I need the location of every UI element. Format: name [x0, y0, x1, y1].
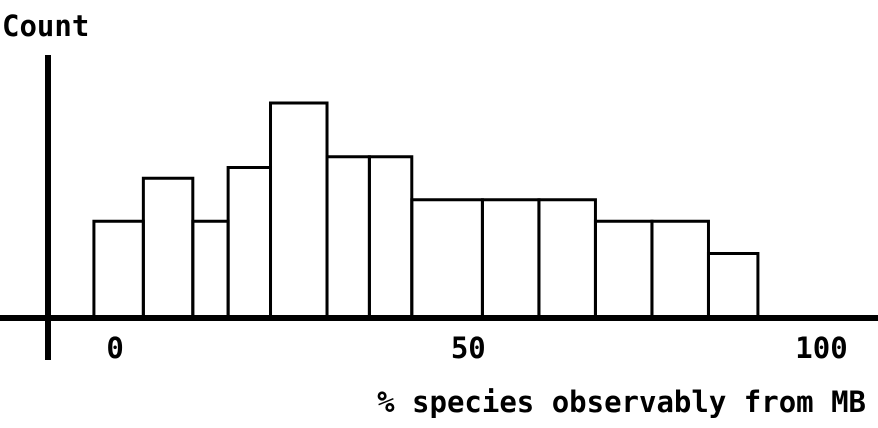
bar: [537, 198, 597, 320]
bar: [269, 101, 329, 320]
x-axis-label: % species observably from MB: [377, 385, 866, 419]
bar: [141, 176, 195, 320]
bar: [480, 198, 541, 320]
bar: [650, 219, 710, 320]
bar: [191, 219, 230, 320]
bar: [367, 155, 414, 320]
y-axis-label: Count: [2, 9, 89, 43]
bar: [410, 198, 484, 320]
bar: [92, 219, 145, 320]
bar: [226, 166, 273, 320]
bar: [706, 252, 760, 320]
x-tick-label: 100: [795, 331, 847, 365]
x-tick-label: 50: [451, 331, 486, 365]
x-tick-label: 0: [106, 331, 123, 365]
bar: [593, 219, 654, 320]
bar: [325, 155, 371, 320]
